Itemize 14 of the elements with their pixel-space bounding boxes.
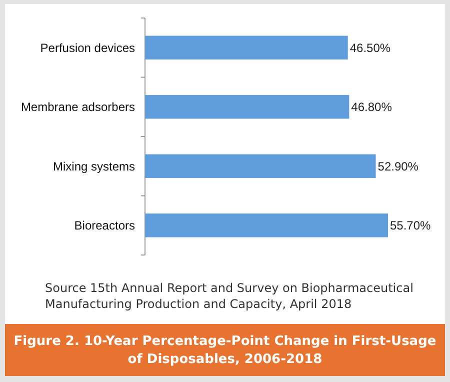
data-label: 52.90% bbox=[378, 159, 419, 174]
y-tick-label: Membrane adsorbers bbox=[20, 100, 135, 114]
data-label: 55.70% bbox=[390, 218, 432, 233]
data-label: 46.80% bbox=[351, 100, 392, 114]
y-tick-label: Perfusion devices bbox=[40, 40, 135, 55]
bar bbox=[145, 214, 388, 238]
data-label: 46.50% bbox=[350, 40, 391, 55]
bar bbox=[145, 154, 376, 178]
source-note: Source 15th Annual Report and Survey on Biopharmaceutical Manufacturing Production and Capacity, April 2018 bbox=[45, 281, 414, 311]
bar bbox=[145, 95, 350, 119]
y-tick-label: Bioreactors bbox=[74, 218, 135, 233]
y-tick-label: Mixing systems bbox=[52, 159, 135, 174]
bar bbox=[145, 36, 348, 60]
text: Figure 2. 10-Year Percentage-Point Change in First-Usage of Disposables, 2006-2018 bbox=[14, 334, 436, 367]
